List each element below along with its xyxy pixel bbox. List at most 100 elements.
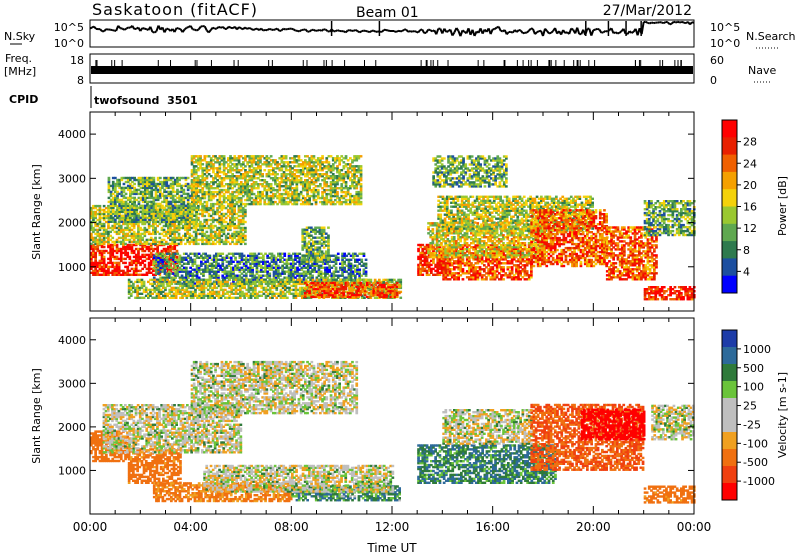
noise-seg-108: [305, 29, 307, 31]
noise-seg-33: [154, 31, 156, 32]
noise-seg-250: [591, 30, 593, 35]
noise-seg-280: [652, 22, 654, 23]
power-cell-2974: [298, 155, 301, 157]
power-cell-1172: [206, 231, 209, 233]
nave-tick-bottom: 0: [710, 74, 717, 87]
noise-seg-116: [322, 29, 324, 31]
power-cell-1839: [159, 177, 162, 179]
noise-seg-56: [201, 26, 203, 27]
noise-seg-299: [690, 22, 692, 24]
noise-seg-160: [410, 31, 412, 32]
noise-seg-49: [187, 27, 189, 28]
power-cell-3771: [217, 275, 220, 277]
noise-seg-294: [680, 22, 682, 23]
power-cell-1429: [244, 209, 247, 211]
power-cell-1162: [203, 215, 206, 217]
power-cell-3159: [321, 155, 324, 157]
noise-seg-18: [124, 29, 126, 30]
noise-seg-38: [164, 29, 166, 33]
noise-seg-101: [291, 29, 293, 30]
nsearch-label: N.Search: [746, 30, 796, 43]
power-cell-86: [103, 246, 106, 248]
noise-seg-252: [595, 29, 597, 30]
noise-seg-178: [446, 31, 448, 32]
nsky-tick-top: 10^5: [54, 21, 84, 34]
noise-seg-215: [521, 31, 523, 34]
noise-seg-253: [597, 29, 599, 30]
noise-seg-58: [205, 26, 207, 30]
power-cell-2214: [201, 163, 204, 165]
power-cell-2011: [183, 189, 186, 191]
noise-seg-43: [175, 28, 177, 32]
date-title: 27/Mar/2012: [603, 3, 692, 19]
noise-seg-288: [668, 22, 670, 24]
power-cell-3098: [313, 155, 316, 157]
power-cell-3120: [317, 189, 320, 191]
power-cell-2197: [199, 155, 202, 157]
power-cell-1418: [244, 243, 247, 245]
noise-seg-240: [571, 28, 573, 29]
noise-seg-166: [422, 29, 424, 33]
noise-seg-102: [293, 29, 295, 30]
power-cell-4251: [311, 275, 314, 277]
noise-seg-19: [126, 27, 128, 28]
noise-seg-70: [229, 27, 231, 28]
noise-seg-148: [386, 30, 388, 31]
noise-seg-89: [267, 29, 269, 30]
noise-seg-69: [227, 27, 229, 29]
power-cell-1116: [197, 243, 200, 245]
noise-seg-162: [414, 31, 416, 32]
power-cell-2747: [270, 183, 273, 185]
noise-seg-74: [237, 27, 239, 29]
power-cell-2088: [195, 217, 198, 219]
power-cell-4498: [360, 259, 363, 261]
noise-seg-296: [684, 23, 686, 24]
power-cell-1424: [244, 227, 247, 229]
power-cell-2754: [270, 155, 273, 157]
noise-seg-256: [603, 31, 605, 32]
power-cell-3264: [336, 191, 339, 193]
noise-seg-60: [209, 30, 211, 32]
noise-seg-222: [535, 32, 537, 34]
power-cell-3455: [360, 155, 363, 157]
power-cell-4517: [365, 263, 368, 265]
noise-seg-27: [142, 28, 144, 29]
power-cell-1446: [108, 177, 111, 179]
noise-seg-94: [277, 28, 279, 30]
nsky-tick-bottom: 10^0: [54, 37, 84, 50]
noise-seg-87: [263, 30, 265, 31]
power-cell-2092: [195, 207, 198, 209]
power-cell-2700: [263, 169, 266, 171]
power-cell-197: [126, 252, 129, 254]
nsky-label: N.Sky: [4, 30, 36, 43]
noise-seg-158: [406, 29, 408, 31]
noise-seg-28: [144, 29, 146, 30]
noise-seg-264: [620, 31, 622, 33]
power-cell-2043: [187, 177, 190, 179]
noise-seg-133: [356, 30, 358, 31]
power-cell-3616: [185, 267, 188, 269]
noise-seg-62: [213, 28, 215, 29]
noise-seg-61: [211, 28, 213, 30]
noise-seg-138: [366, 31, 368, 32]
noise-seg-173: [436, 29, 438, 35]
noise-seg-200: [491, 29, 493, 34]
power-cell-3446: [360, 183, 363, 185]
freq-unit-label: [MHz]: [4, 65, 36, 78]
noise-seg-86: [261, 28, 263, 30]
power-cell-3454: [360, 165, 363, 167]
power-cell-1635: [133, 183, 136, 185]
noise-seg-277: [646, 22, 648, 23]
power-cell-513: [99, 205, 102, 207]
power-cell-4034: [268, 273, 271, 275]
power-cell-3527: [166, 257, 169, 259]
noise-seg-202: [495, 28, 497, 30]
power-cell-273: [144, 264, 147, 266]
power-cell-2087: [195, 221, 198, 223]
power-cell-183: [124, 262, 127, 264]
power-cell-3733: [209, 255, 212, 257]
noise-seg-146: [382, 30, 384, 32]
freq-trace: [91, 66, 693, 74]
